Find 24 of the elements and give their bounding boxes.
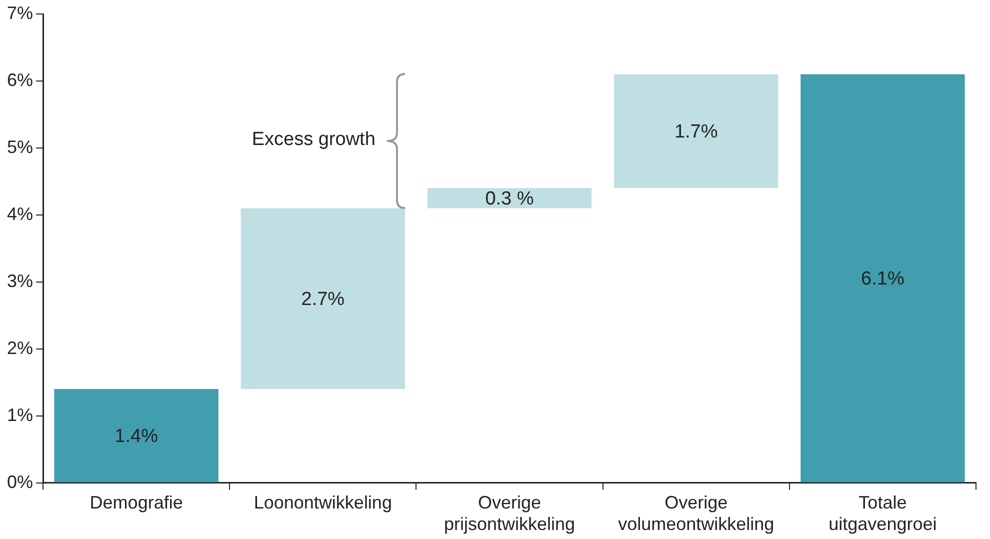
data-label: 1.4%	[114, 426, 158, 447]
y-tick-label: 6%	[7, 70, 34, 90]
bar	[240, 208, 406, 390]
x-tick-label: Overige volumeontwikkeling	[618, 492, 774, 534]
bar	[54, 389, 218, 482]
y-tick-label: 7%	[7, 2, 34, 23]
x-tick-label: Overige prijsontwikkeling	[444, 492, 576, 534]
y-tick-label: 3%	[7, 270, 34, 291]
data-label: 0.3 %	[485, 188, 534, 210]
data-label: 2.7%	[301, 288, 345, 310]
y-tick-label: 0%	[7, 472, 34, 492]
y-tick-label: 4%	[7, 204, 34, 224]
bar	[800, 74, 965, 482]
x-tick-label: Loonontwikkeling	[254, 492, 392, 513]
y-tick-label: 1%	[7, 404, 34, 425]
x-tick-label: Demografie	[90, 492, 183, 513]
x-tick-label: Totale uitgavengroei	[828, 492, 937, 534]
data-label: 6.1%	[861, 268, 904, 290]
annotation: Excess growth	[252, 129, 376, 152]
y-tick-label: 2%	[7, 338, 34, 358]
bar	[614, 74, 778, 188]
bar	[427, 188, 592, 208]
data-label: 1.7%	[674, 121, 718, 142]
y-tick-label: 5%	[7, 136, 34, 157]
